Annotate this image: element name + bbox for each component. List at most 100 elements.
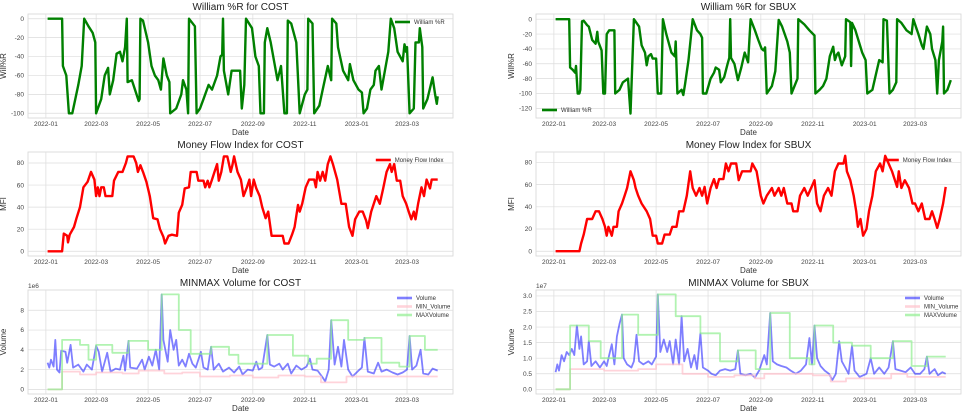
x-tick-label: 2022-03 — [592, 259, 616, 266]
y-tick-label: 1.0 — [523, 355, 532, 362]
x-tick-label: 2022-07 — [188, 259, 212, 266]
chart-panel: 2022-01 2022-03 2022-05 2022-07 2022-09 2022-… — [0, 140, 454, 275]
plot-area — [535, 151, 962, 257]
y-tick-label: 2.5 — [523, 309, 532, 316]
x-axis-label: Date — [740, 404, 757, 413]
y-tick-label: 60 — [525, 182, 533, 189]
y-tick-label: -20 — [15, 35, 25, 42]
y-tick-label: 1.5 — [523, 340, 532, 347]
series-line-maxvolume — [555, 293, 946, 391]
x-axis-label: Date — [232, 266, 249, 275]
y-tick-label: -120 — [519, 106, 532, 113]
y-tick-label: 80 — [525, 160, 533, 167]
x-tick-label: 2022-07 — [188, 397, 212, 404]
x-tick-label: 2022-11 — [801, 259, 825, 266]
y-tick-label: -60 — [15, 73, 25, 80]
x-tick-label: 2022-05 — [644, 121, 668, 128]
y-tick-label: 0 — [20, 248, 24, 255]
x-tick-label: 2022-11 — [293, 259, 317, 266]
x-tick-label: 2022-11 — [801, 121, 825, 128]
y-tick-label: -100 — [11, 110, 24, 117]
plot-area — [27, 151, 454, 257]
x-tick-label: 2022-05 — [136, 259, 160, 266]
x-tick-label: 2023-01 — [345, 259, 369, 266]
chart-title: Money Flow Index for COST — [177, 140, 303, 151]
y-axis-label: MFI — [507, 197, 516, 211]
y-tick-label: 0 — [20, 16, 24, 23]
y-tick-label: 0 — [528, 16, 532, 23]
chart-panel: 2022-01 2022-03 2022-05 2022-07 2022-09 2022-… — [0, 2, 454, 137]
legend-label: William %R — [561, 108, 592, 114]
x-tick-label: 2023-03 — [395, 259, 419, 266]
legend-label: MIN_Volume — [416, 305, 451, 311]
x-tick-label: 2022-07 — [696, 397, 720, 404]
x-tick-label: 2023-03 — [903, 121, 927, 128]
x-tick-label: 2022-09 — [241, 121, 265, 128]
y-axis-label: Will%R — [507, 53, 516, 79]
x-tick-label: 2023-03 — [395, 397, 419, 404]
x-tick-label: 2023-01 — [853, 397, 877, 404]
legend-label: Money Flow Index — [395, 158, 444, 164]
y-axis-label: MFI — [0, 197, 8, 211]
series-line-volume — [554, 293, 947, 381]
legend-label: William %R — [414, 20, 445, 26]
x-axis-label: Date — [232, 404, 249, 413]
x-axis-label: Date — [740, 266, 757, 275]
legend-label: MAXVolume — [924, 313, 958, 319]
x-tick-label: 2022-07 — [188, 121, 212, 128]
legend: Money Flow Index — [375, 158, 444, 164]
x-tick-label: 2022-07 — [696, 121, 720, 128]
y-tick-label: 40 — [525, 204, 533, 211]
x-tick-label: 2022-03 — [84, 121, 108, 128]
x-tick-label: 2022-01 — [34, 259, 58, 266]
x-tick-label: 2022-01 — [34, 397, 58, 404]
y-offset-text: 1e6 — [28, 283, 39, 290]
x-tick-label: 2022-01 — [542, 121, 566, 128]
chart-panel: 2022-01 2022-03 2022-05 2022-07 2022-09 2022-… — [0, 278, 454, 413]
x-axis-label: Date — [740, 128, 757, 137]
legend-label: Volume — [416, 296, 437, 302]
y-tick-label: -40 — [15, 54, 25, 61]
x-tick-label: 2023-01 — [345, 121, 369, 128]
x-tick-label: 2022-05 — [644, 397, 668, 404]
legend: Money Flow Index — [883, 158, 952, 164]
x-tick-label: 2022-09 — [749, 259, 773, 266]
y-axis-label: Volume — [0, 328, 8, 355]
y-tick-label: -40 — [523, 46, 533, 53]
y-tick-label: 4 — [20, 347, 24, 354]
y-tick-label: -20 — [523, 31, 533, 38]
x-tick-label: 2023-01 — [853, 259, 877, 266]
legend: Volume MIN_Volume MAXVolume — [905, 296, 959, 319]
y-tick-label: 20 — [17, 226, 25, 233]
y-axis-label: Will%R — [0, 53, 8, 79]
y-tick-label: 0.0 — [523, 387, 532, 394]
legend: William %R — [542, 108, 592, 114]
x-tick-label: 2022-01 — [542, 397, 566, 404]
series-line-min-volume — [555, 363, 946, 391]
x-tick-label: 2023-03 — [903, 259, 927, 266]
y-tick-label: 2.0 — [523, 324, 532, 331]
chart-panel: 2022-01 2022-03 2022-05 2022-07 2022-09 2022-… — [507, 2, 962, 137]
chart-title: MINMAX Volume for SBUX — [688, 278, 809, 289]
x-tick-label: 2023-03 — [395, 121, 419, 128]
y-tick-label: 60 — [17, 182, 25, 189]
y-tick-label: -80 — [15, 92, 25, 99]
chart-title: Money Flow Index for SBUX — [686, 140, 812, 151]
y-tick-label: 3.0 — [523, 293, 532, 300]
y-tick-label: 6 — [20, 327, 24, 334]
legend-label: MAXVolume — [416, 313, 450, 319]
series-line-money-flow-index — [47, 155, 438, 253]
chart-panel: 2022-01 2022-03 2022-05 2022-07 2022-09 2022-… — [507, 140, 962, 275]
x-tick-label: 2022-11 — [801, 397, 825, 404]
x-tick-label: 2022-11 — [293, 121, 317, 128]
legend-label: MIN_Volume — [924, 305, 959, 311]
y-tick-label: -100 — [519, 91, 532, 98]
y-tick-label: 0.5 — [523, 371, 532, 378]
legend-label: Money Flow Index — [903, 158, 952, 164]
legend: Volume MIN_Volume MAXVolume — [397, 296, 451, 319]
x-tick-label: 2022-03 — [592, 121, 616, 128]
x-tick-label: 2022-11 — [293, 397, 317, 404]
y-axis-label: Volume — [507, 328, 516, 355]
x-tick-label: 2022-03 — [84, 397, 108, 404]
x-tick-label: 2023-01 — [345, 397, 369, 404]
